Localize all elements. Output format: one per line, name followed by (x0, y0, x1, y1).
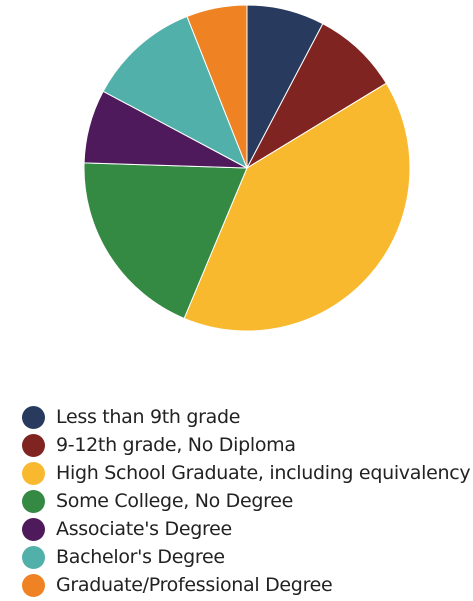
legend-swatch (22, 517, 45, 541)
pie-plot-area (83, 4, 411, 332)
legend-swatch (22, 433, 45, 457)
pie-slice-4[interactable] (83, 162, 248, 319)
legend-swatch (22, 573, 45, 597)
pie-slice-7[interactable] (186, 4, 248, 169)
legend-item-3[interactable]: High School Graduate, including equivale… (22, 459, 471, 487)
pie-slice-6[interactable] (102, 15, 248, 169)
legend-swatch (22, 489, 45, 513)
legend-label: Graduate/Professional Degree (56, 574, 333, 596)
pie-slice-2[interactable] (246, 23, 387, 169)
legend-item-5[interactable]: Associate's Degree (22, 515, 470, 543)
pie-slice-3[interactable] (183, 82, 411, 332)
legend-label: Some College, No Degree (56, 490, 294, 512)
legend-label: Associate's Degree (56, 518, 232, 540)
legend: Less than 9th grade 9-12th grade, No Dipl… (22, 403, 471, 599)
legend-swatch (22, 461, 45, 485)
legend-swatch (22, 545, 45, 569)
legend-label: Bachelor's Degree (56, 546, 225, 568)
legend-label: High School Graduate, including equivale… (56, 462, 471, 484)
legend-item-1[interactable]: Less than 9th grade (22, 403, 470, 431)
legend-item-2[interactable]: 9-12th grade, No Diploma (22, 431, 470, 459)
legend-item-6[interactable]: Bachelor's Degree (22, 543, 470, 571)
legend-item-7[interactable]: Graduate/Professional Degree (22, 571, 470, 599)
legend-item-4[interactable]: Some College, No Degree (22, 487, 470, 515)
legend-label: Less than 9th grade (56, 406, 241, 428)
legend-swatch (22, 405, 45, 429)
legend-label: 9-12th grade, No Diploma (56, 434, 296, 456)
